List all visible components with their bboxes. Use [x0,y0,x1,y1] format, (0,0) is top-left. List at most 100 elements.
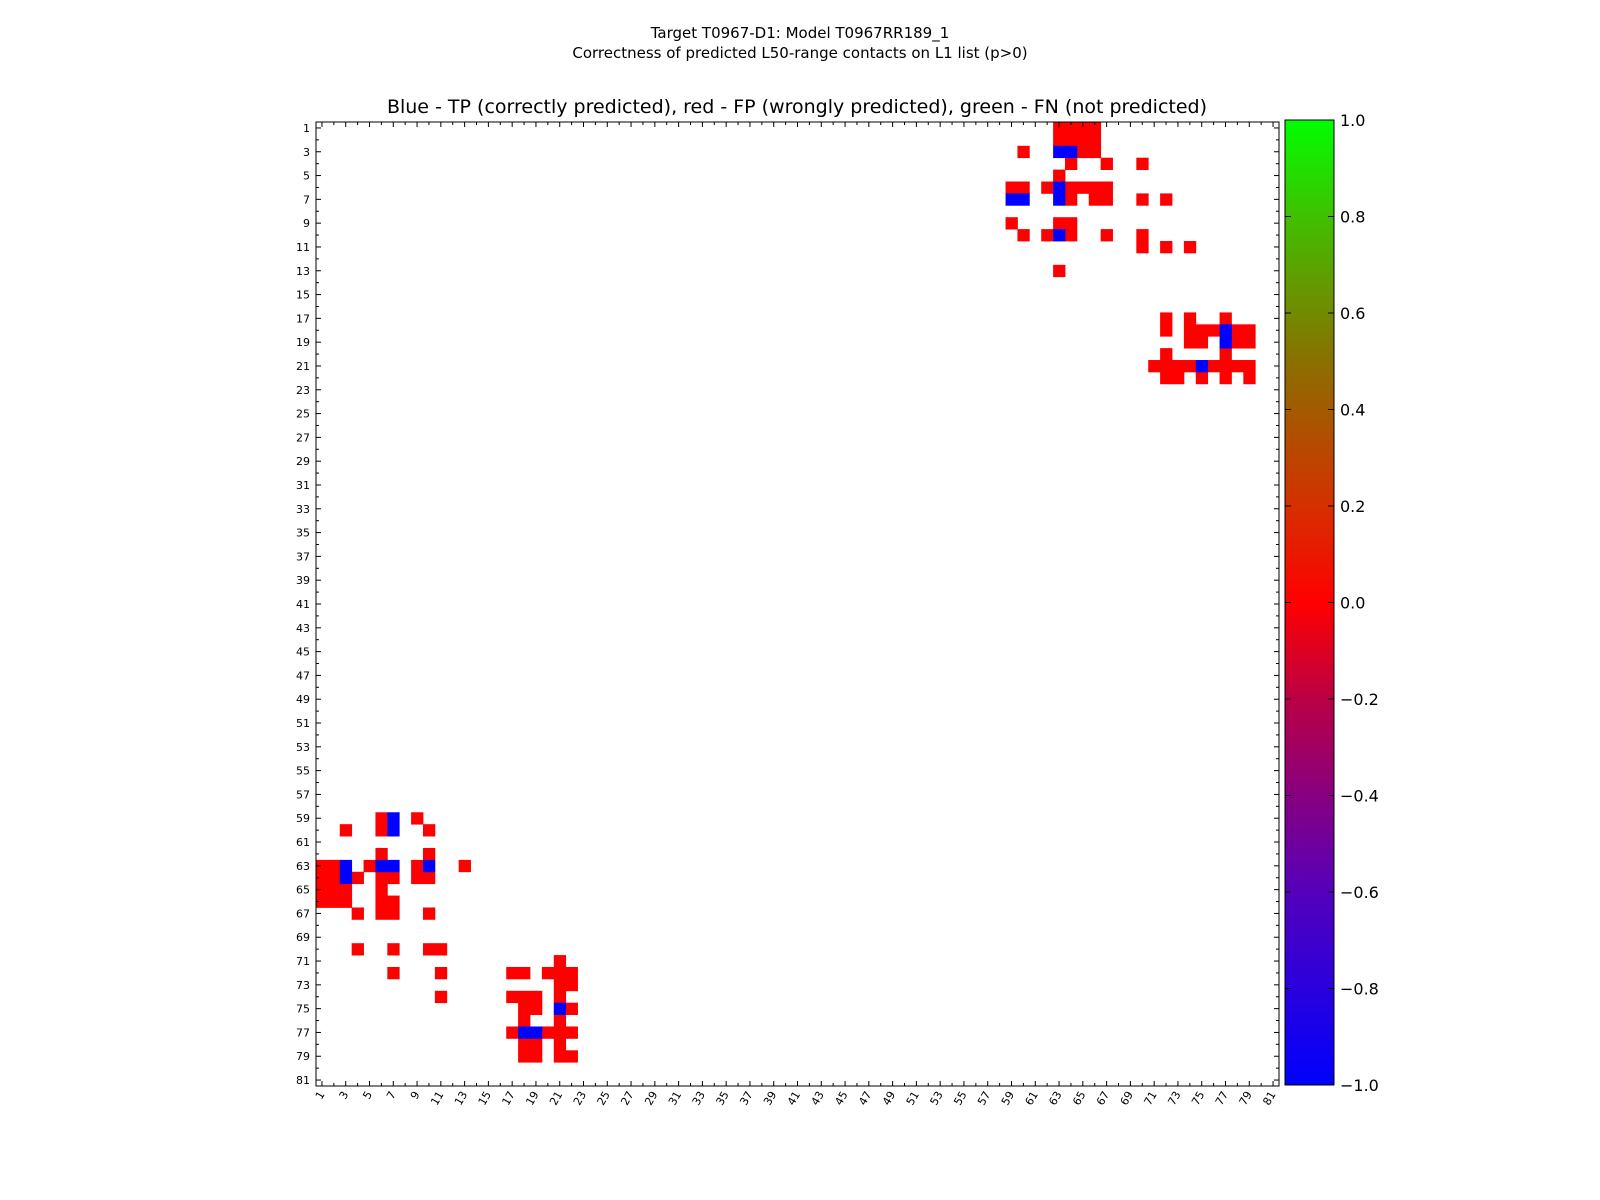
fp-cell [1065,133,1078,147]
fp-cell [1005,181,1018,194]
fp-cell [375,907,388,920]
fp-cell [375,883,388,896]
fp-cell [1076,181,1090,194]
fp-cell [423,907,436,920]
plot-background [316,122,1279,1086]
y-tick-label: 17 [296,312,310,325]
x-tick-label: 81 [1260,1089,1278,1108]
fp-cell [1207,324,1220,337]
fp-cell [518,1002,531,1015]
plot-frame [315,121,1280,1087]
y-tick-label: 43 [296,622,310,635]
fp-cell [506,1026,519,1039]
fp-cell [375,871,388,885]
fp-cell [423,871,436,885]
fp-cell [541,1026,555,1039]
y-tick-label: 9 [303,217,310,230]
fp-cell [434,990,448,1004]
x-tick-label: 67 [1094,1089,1112,1108]
fp-cell [375,895,388,908]
fp-cell [1231,360,1244,373]
tp-cell [1053,229,1066,242]
fp-cell [1148,360,1161,373]
colorbar-tick-label: −0.2 [1340,690,1379,709]
fp-cell [541,966,555,980]
fp-cell [1100,193,1113,206]
y-tick-label: 67 [296,907,310,920]
y-tick-label: 81 [296,1074,310,1087]
y-tick-label: 1 [303,122,310,135]
fp-cell [553,1014,567,1027]
x-tick-label: 31 [666,1089,684,1108]
fp-cell [1065,229,1078,242]
y-tick-label: 37 [296,550,310,563]
y-tick-label: 53 [296,741,310,754]
y-tick-label: 31 [296,479,310,492]
fp-cell [351,943,364,956]
y-tick-label: 73 [296,979,310,992]
fp-cell [375,824,388,837]
x-tick-label: 7 [384,1089,399,1102]
fp-cell [1183,324,1197,337]
fp-cell [1183,336,1197,349]
x-tick-label: 75 [1189,1089,1207,1108]
fp-cell [518,1038,531,1051]
x-tick-label: 21 [547,1089,565,1108]
y-tick-label: 45 [296,646,310,659]
tp-cell [1053,181,1066,194]
y-tick-label: 5 [303,170,310,183]
y-tick-label: 7 [303,193,310,206]
x-tick-label: 25 [595,1089,613,1108]
x-tick-label: 57 [975,1089,993,1108]
y-tick-label: 71 [296,955,310,968]
fp-cell [1219,360,1232,373]
y-tick-label: 63 [296,860,310,873]
fp-cell [1100,157,1113,170]
fp-cell [1243,360,1256,373]
tp-cell [1195,360,1209,373]
fp-cell [1172,371,1185,385]
fp-cell [387,895,400,908]
x-tick-label: 5 [360,1089,375,1102]
fp-cell [423,824,436,837]
tp-cell [553,1002,567,1015]
fp-cell [1053,217,1066,230]
fp-cell [434,943,448,956]
x-tick-label: 15 [476,1089,494,1108]
y-tick-label: 57 [296,788,310,801]
fp-cell [1053,122,1066,135]
fp-cell [1172,360,1185,373]
fp-cell [316,883,329,896]
fp-cell [1053,133,1066,147]
tp-cell [1065,145,1078,159]
y-tick-label: 39 [296,574,310,587]
x-tick-label: 19 [523,1089,541,1108]
fp-cell [1160,324,1173,337]
tp-cell [1017,193,1030,206]
fp-cell [1136,229,1149,242]
y-tick-label: 3 [303,146,310,159]
tp-cell [1053,145,1066,159]
tp-cell [339,871,353,885]
fp-cell [1076,133,1090,147]
fp-cell [1243,371,1256,385]
fp-cell [1183,360,1197,373]
y-tick-label: 33 [296,503,310,516]
x-tick-label: 71 [1142,1089,1160,1108]
x-tick-label: 33 [690,1089,708,1108]
tp-cell [518,1026,531,1039]
tp-cell [339,859,353,873]
fp-cell [530,1038,543,1051]
tp-cell [530,1026,543,1039]
fp-cell [553,978,567,992]
fp-cell [506,966,519,980]
suptitle-line2: Correctness of predicted L50-range conta… [572,44,1027,62]
fp-cell [1088,122,1102,135]
fp-cell [1136,241,1149,254]
fp-cell [518,990,531,1004]
fp-cell [1076,122,1090,135]
fp-cell [1076,145,1090,159]
tp-cell [1053,193,1066,206]
x-tick-label: 27 [618,1089,636,1108]
fp-cell [1183,241,1197,254]
